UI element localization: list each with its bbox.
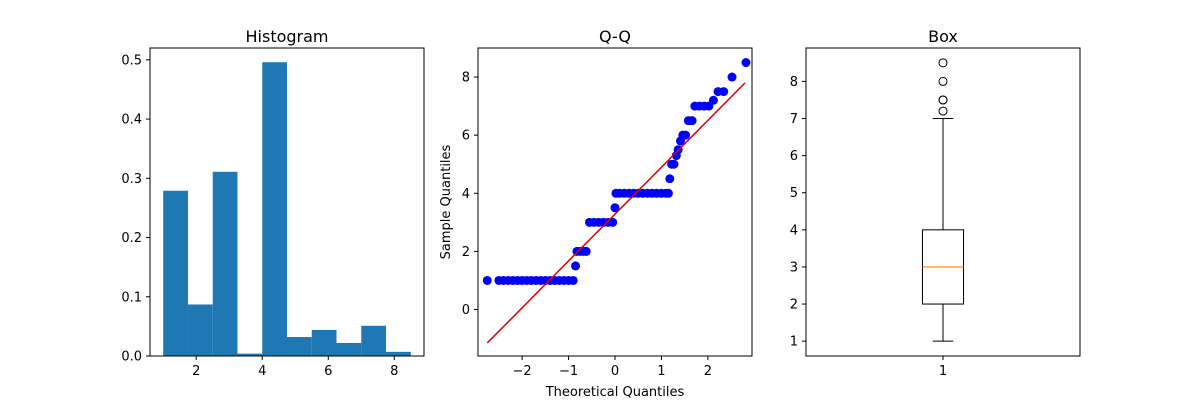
histogram-ytick-label: 0.5 bbox=[121, 53, 142, 68]
qq-point bbox=[608, 217, 618, 227]
qq-point bbox=[663, 188, 673, 198]
histogram-ticks: 2 4 6 8 0.0 0.1 0.2 0.3 0.4 0.5 bbox=[121, 53, 398, 379]
histogram-ytick-label: 0.0 bbox=[121, 350, 142, 365]
qq-point bbox=[610, 203, 620, 213]
qq-ytick-label: 0 bbox=[462, 303, 470, 318]
histogram-bar bbox=[237, 353, 263, 356]
qq-axes-frame bbox=[477, 47, 753, 357]
qq-point bbox=[482, 275, 492, 285]
box-ytick-label: 3 bbox=[790, 260, 798, 275]
histogram-axes-frame bbox=[149, 47, 425, 357]
box-ytick-label: 4 bbox=[790, 223, 798, 238]
box-outlier bbox=[938, 58, 948, 68]
box-ytick-label: 6 bbox=[790, 149, 798, 164]
qq-xtick-label: 1 bbox=[657, 364, 665, 379]
box-ytick-label: 5 bbox=[790, 186, 798, 201]
box-ytick-label: 8 bbox=[790, 75, 798, 90]
qq-point bbox=[681, 130, 691, 140]
histogram-xtick-label: 8 bbox=[390, 364, 398, 379]
box-ticks: 1 1 2 3 4 5 6 7 8 bbox=[790, 75, 947, 379]
histogram-ytick-label: 0.2 bbox=[121, 231, 142, 246]
qq-point bbox=[741, 58, 751, 68]
qq-point bbox=[568, 275, 578, 285]
qq-point bbox=[687, 116, 697, 126]
qq-ytick-label: 8 bbox=[462, 71, 470, 86]
histogram-bar bbox=[212, 171, 238, 356]
qq-point bbox=[727, 72, 737, 82]
histogram-bar bbox=[262, 62, 287, 356]
qq-points bbox=[482, 58, 751, 285]
qq-ylabel: Sample Quantiles bbox=[439, 144, 454, 259]
box-panel: Box 1 1 2 3 4 5 6 7 8 bbox=[790, 27, 1081, 379]
box-outlier bbox=[938, 76, 948, 86]
histogram-ytick-label: 0.3 bbox=[121, 172, 142, 187]
histogram-xtick-label: 6 bbox=[324, 364, 332, 379]
box-outlier bbox=[938, 95, 948, 105]
histogram-panel: Histogram 2 4 6 8 0.0 0.1 0.2 0.3 0.4 0.5 bbox=[121, 27, 425, 379]
box-xtick-label: 1 bbox=[939, 364, 947, 379]
qq-panel: Q-Q −2 −1 0 1 2 0 2 4 6 8 Theoretical Quantiles S… bbox=[439, 27, 753, 400]
qq-title: Q-Q bbox=[599, 27, 631, 46]
box-outlier bbox=[938, 106, 948, 116]
qq-xtick-label: 0 bbox=[611, 364, 619, 379]
box-ytick-label: 7 bbox=[790, 112, 798, 127]
histogram-bar bbox=[311, 329, 337, 356]
box-ytick-label: 2 bbox=[790, 298, 798, 313]
histogram-bar bbox=[336, 342, 362, 356]
qq-fit-line bbox=[486, 82, 746, 344]
box-title: Box bbox=[928, 27, 958, 46]
qq-ytick-label: 6 bbox=[462, 129, 470, 144]
qq-ytick-label: 4 bbox=[462, 187, 470, 202]
qq-point bbox=[665, 174, 675, 184]
histogram-bar bbox=[163, 190, 188, 356]
histogram-bar bbox=[187, 304, 213, 356]
histogram-title: Histogram bbox=[246, 27, 329, 46]
histogram-bar bbox=[287, 337, 312, 356]
histogram-xtick-label: 4 bbox=[258, 364, 266, 379]
qq-point bbox=[669, 159, 679, 169]
box-axes-frame bbox=[805, 47, 1081, 357]
qq-ytick-label: 2 bbox=[462, 245, 470, 260]
qq-ticks: −2 −1 0 1 2 0 2 4 6 8 bbox=[462, 71, 712, 379]
qq-xtick-label: −1 bbox=[559, 364, 578, 379]
box-plot bbox=[921, 58, 965, 342]
qq-xtick-label: 2 bbox=[704, 364, 712, 379]
qq-point bbox=[581, 246, 591, 256]
qq-point bbox=[571, 261, 581, 271]
qq-xlabel: Theoretical Quantiles bbox=[545, 385, 685, 400]
histogram-bar bbox=[386, 351, 411, 356]
histogram-xtick-label: 2 bbox=[192, 364, 200, 379]
histogram-ytick-label: 0.4 bbox=[121, 113, 142, 128]
box-ytick-label: 1 bbox=[790, 335, 798, 350]
histogram-bar bbox=[361, 325, 387, 356]
qq-point bbox=[719, 87, 729, 97]
histogram-ytick-label: 0.1 bbox=[121, 290, 142, 305]
qq-point bbox=[708, 95, 718, 105]
histogram-bars bbox=[163, 62, 411, 356]
qq-xtick-label: −2 bbox=[513, 364, 532, 379]
